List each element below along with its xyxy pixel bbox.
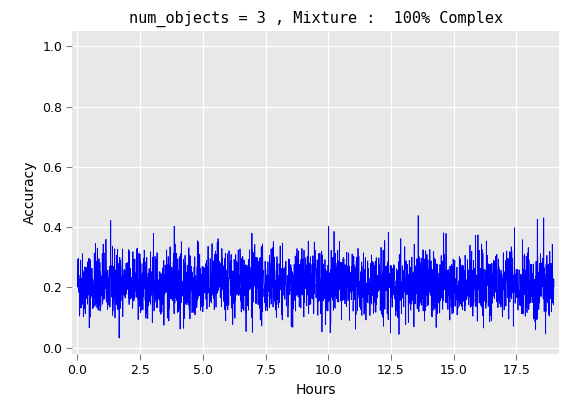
X-axis label: Hours: Hours (295, 383, 336, 396)
Y-axis label: Accuracy: Accuracy (22, 161, 36, 224)
Title: num_objects = 3 , Mixture :  100% Complex: num_objects = 3 , Mixture : 100% Complex (129, 11, 503, 27)
